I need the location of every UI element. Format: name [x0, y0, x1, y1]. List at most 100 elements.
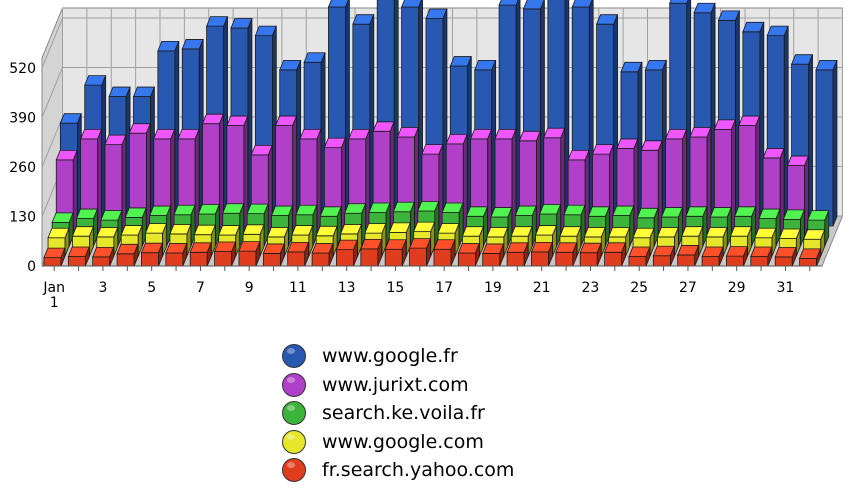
bar-side: [162, 223, 167, 257]
y-tick-label: 130: [9, 210, 36, 226]
bar-side: [804, 155, 809, 237]
bar-side: [767, 246, 773, 267]
legend-item-google-com: www.google.com: [282, 428, 514, 457]
bar-side: [698, 226, 704, 257]
bar-front: [165, 252, 184, 267]
bar-side: [483, 206, 488, 247]
bar-front: [457, 252, 476, 267]
bar-side: [791, 247, 797, 267]
bar-side: [284, 227, 289, 257]
x-tick-label: Jan: [42, 280, 65, 296]
legend-swatch-jurixt: [282, 372, 306, 397]
grid-line-side: [41, 116, 63, 168]
bar-front: [384, 248, 403, 267]
legend-item-voila: search.ke.voila.fr: [282, 399, 514, 428]
legend-label-google-fr: www.google.fr: [322, 345, 458, 368]
bar-side: [89, 226, 94, 257]
bar-side: [743, 246, 748, 267]
bar-side: [158, 243, 163, 267]
legend-label-jurixt: www.jurixt.com: [322, 373, 469, 396]
x-tick-label: 11: [289, 280, 307, 296]
x-tick-label: 7: [196, 280, 205, 296]
bar-front: [311, 252, 330, 267]
bar-side: [523, 242, 529, 267]
bar-front: [116, 253, 135, 267]
bar-side: [60, 247, 66, 267]
bar-side: [304, 242, 310, 267]
bar-side: [795, 228, 801, 257]
bar-side: [353, 239, 358, 267]
bar-side: [832, 60, 838, 227]
x-tick-label: 23: [582, 280, 600, 296]
bar-side: [621, 242, 626, 267]
legend-swatch-voila: [282, 401, 306, 426]
legend-item-jurixt: www.jurixt.com: [282, 371, 514, 400]
bar-front: [628, 256, 647, 267]
bar-front: [677, 254, 696, 267]
bar-side: [580, 205, 586, 247]
legend-swatch-yahoo: [282, 458, 306, 483]
bar-front: [67, 256, 86, 267]
bar-side: [206, 242, 212, 267]
bar-side: [556, 204, 562, 247]
bar-front: [214, 251, 233, 267]
x-tick-label: 5: [147, 280, 156, 296]
x-tick-label: 17: [435, 280, 453, 296]
bar-side: [645, 246, 651, 267]
bar-side: [279, 243, 285, 267]
x-tick-label: 13: [338, 280, 356, 296]
bar-front: [506, 251, 525, 267]
bar-front: [482, 253, 501, 267]
bar-front: [774, 256, 793, 267]
bar-front: [701, 256, 720, 267]
bar-side: [474, 243, 480, 267]
bar-front: [92, 256, 111, 267]
bar-front: [726, 255, 744, 267]
bar-side: [747, 226, 752, 257]
bar-side: [503, 227, 509, 257]
bar-side: [377, 239, 383, 267]
bar-side: [605, 206, 610, 247]
bar-front: [531, 251, 549, 267]
bar-top: [669, 0, 689, 4]
bar-front: [409, 247, 428, 267]
bar-side: [771, 228, 777, 257]
bar-front: [43, 257, 62, 267]
legend-label-voila: search.ke.voila.fr: [322, 402, 485, 425]
bar-side: [328, 243, 334, 267]
x-tick-label: 1: [50, 295, 59, 311]
bar-side: [702, 206, 708, 247]
bar-side: [816, 248, 821, 267]
bar-top: [571, 0, 593, 8]
bar-top: [522, 0, 545, 10]
legend-swatch-google-fr: [282, 344, 306, 369]
bar-side: [113, 227, 119, 257]
x-tick-label: 3: [98, 280, 107, 296]
bar-front: [141, 252, 159, 267]
legend-label-yahoo: fr.search.yahoo.com: [322, 459, 515, 482]
y-tick-label: 260: [9, 160, 36, 176]
bar-side: [109, 247, 115, 267]
x-tick-label: 29: [728, 280, 746, 296]
bar-side: [137, 225, 143, 257]
bar-side: [64, 228, 70, 257]
bar-front: [799, 257, 818, 267]
bar-front: [238, 250, 257, 267]
bar-front: [287, 251, 306, 267]
x-tick-label: 19: [484, 280, 502, 296]
bar-side: [820, 229, 826, 257]
bar-side: [548, 242, 553, 267]
bar-side: [499, 243, 505, 267]
bar-side: [694, 245, 700, 267]
legend-item-yahoo: fr.search.yahoo.com: [282, 456, 514, 485]
bar-front: [555, 251, 574, 267]
bar-side: [450, 239, 456, 267]
bar-side: [426, 238, 431, 267]
legend-item-google-fr: www.google.fr: [282, 342, 514, 371]
bar-side: [255, 241, 261, 267]
bar-front: [189, 251, 208, 267]
bar-front: [815, 69, 834, 227]
bar-side: [824, 210, 830, 247]
legend-label-google-com: www.google.com: [322, 430, 484, 453]
